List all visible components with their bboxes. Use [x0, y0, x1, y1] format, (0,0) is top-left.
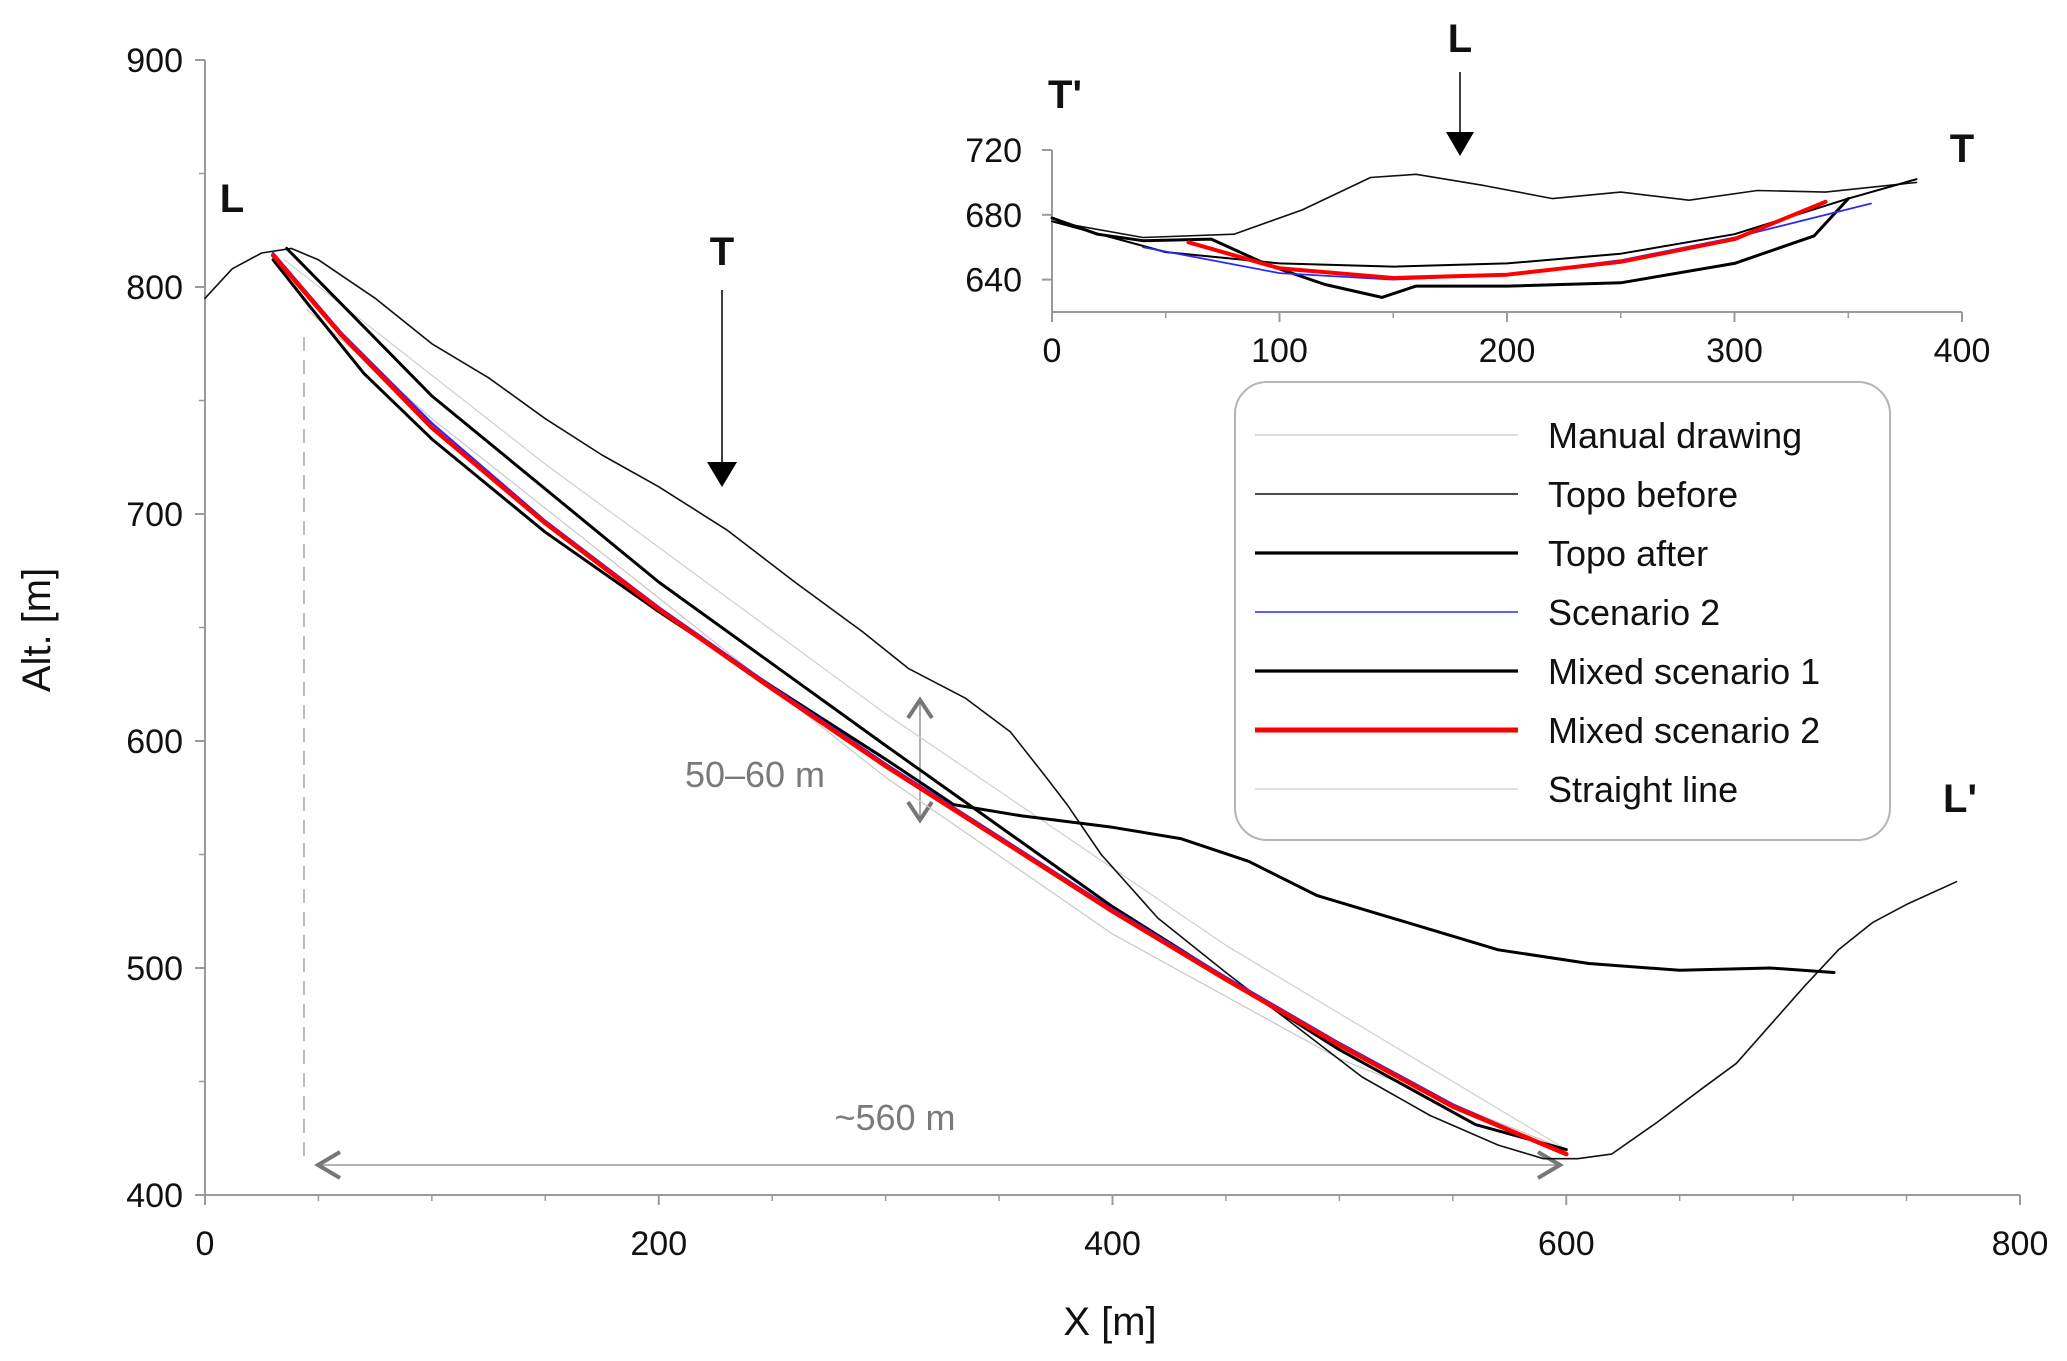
legend-item-topo-before: Topo before	[1255, 474, 1738, 515]
inset-x-tick-label: 400	[1934, 332, 1991, 370]
inset-background	[1010, 110, 2050, 360]
main-y-tick-label: 700	[126, 496, 183, 534]
main-series	[204, 246, 1958, 1160]
main-chart: 0 200 400 600 800 400 500 600 700 800 900 X [m] Al…	[15, 42, 2048, 1344]
inset-series-mixed-scenario-1	[1051, 178, 1918, 268]
legend-item-straight-line: Straight line	[1255, 769, 1738, 810]
main-series-straight-line	[283, 259, 1567, 1151]
inset-profile-arrow-down-icon	[1446, 132, 1474, 156]
length-arrow-right-head-icon	[1536, 1150, 1564, 1180]
legend-label-straight-line: Straight line	[1548, 769, 1738, 810]
thickness-arrow	[906, 696, 934, 824]
legend-items: Manual drawing Topo before Topo after Scena…	[1255, 415, 1820, 810]
main-series-mixed-scenario-2	[270, 252, 1569, 1157]
main-x-tick-label: 400	[1084, 1225, 1141, 1263]
legend-label-mixed-scenario-1: Mixed scenario 1	[1548, 651, 1820, 692]
profile-start-label: L	[220, 177, 244, 221]
inset-x-tick-label: 300	[1706, 332, 1763, 370]
main-x-tick-label: 0	[196, 1225, 215, 1263]
thickness-annotation: 50–60 m	[685, 754, 825, 795]
main-series-topo-after	[271, 258, 1836, 974]
inset-series-topo-after	[1050, 197, 1850, 299]
section-marker-label: T	[710, 230, 734, 274]
legend-item-topo-after: Topo after	[1255, 533, 1708, 574]
main-y-tick-label: 500	[126, 950, 183, 988]
legend-label-topo-after: Topo after	[1548, 533, 1708, 574]
inset-section-end-label: T	[1950, 127, 1974, 171]
inset-y-tick-label: 680	[965, 197, 1022, 235]
legend-item-scenario-2: Scenario 2	[1255, 592, 1720, 633]
inset-x-tick-label: 200	[1479, 332, 1536, 370]
main-y-tick-label: 600	[126, 723, 183, 761]
inset-section-start-label: T'	[1048, 73, 1082, 117]
inset-series-topo-before	[1051, 173, 1918, 239]
legend-label-manual-drawing: Manual drawing	[1548, 415, 1802, 456]
main-series-mixed-scenario-1	[285, 246, 1568, 1152]
length-arrow	[314, 1150, 1564, 1180]
inset-y-tick-label: 720	[965, 132, 1022, 170]
profile-end-label: L'	[1943, 777, 1977, 821]
inset-profile-marker-label: L	[1448, 17, 1472, 61]
inset-tick-labels: 0 100 200 300 400 640 680 720	[965, 132, 1990, 370]
legend-label-scenario-2: Scenario 2	[1548, 592, 1720, 633]
main-y-tick-label: 400	[126, 1177, 183, 1215]
inset-series	[1050, 173, 1918, 299]
x-axis-title: X [m]	[1063, 1300, 1156, 1344]
main-y-tick-label: 900	[126, 42, 183, 80]
main-x-tick-label: 600	[1538, 1225, 1595, 1263]
legend-item-mixed-scenario-1: Mixed scenario 1	[1255, 651, 1820, 692]
thickness-arrow-up-head-icon	[906, 696, 934, 720]
legend-label-mixed-scenario-2: Mixed scenario 2	[1548, 710, 1820, 751]
main-tick-labels: 0 200 400 600 800 400 500 600 700 800 900	[126, 42, 2048, 1263]
inset-profile-marker	[1446, 72, 1474, 156]
inset-x-tick-label: 0	[1043, 332, 1062, 370]
y-axis-title: Alt. [m]	[15, 568, 59, 692]
inset-series-mixed-scenario-2	[1186, 199, 1828, 280]
legend-box	[1234, 381, 1891, 841]
length-annotation: ~560 m	[834, 1097, 955, 1138]
inset-x-tick-label: 100	[1251, 332, 1308, 370]
main-x-tick-label: 800	[1992, 1225, 2049, 1263]
thickness-arrow-down-head-icon	[906, 800, 934, 824]
main-series-topo-before	[204, 247, 1958, 1160]
legend-item-manual-drawing: Manual drawing	[1255, 415, 1802, 456]
main-x-tick-label: 200	[630, 1225, 687, 1263]
length-arrow-left-head-icon	[314, 1150, 342, 1180]
section-t-arrow-down-icon	[707, 462, 737, 487]
main-y-tick-label: 800	[126, 269, 183, 307]
inset-chart: 0 100 200 300 400 640 680 720 T' T L	[965, 17, 2050, 370]
legend-item-mixed-scenario-2: Mixed scenario 2	[1255, 710, 1820, 751]
inset-y-tick-label: 640	[965, 262, 1022, 300]
inset-ticks	[1042, 149, 1963, 322]
legend-label-topo-before: Topo before	[1548, 474, 1738, 515]
legend: Manual drawing Topo before Topo after Scena…	[1234, 381, 1891, 841]
main-ticks	[195, 59, 2021, 1205]
section-t-marker	[707, 290, 737, 487]
